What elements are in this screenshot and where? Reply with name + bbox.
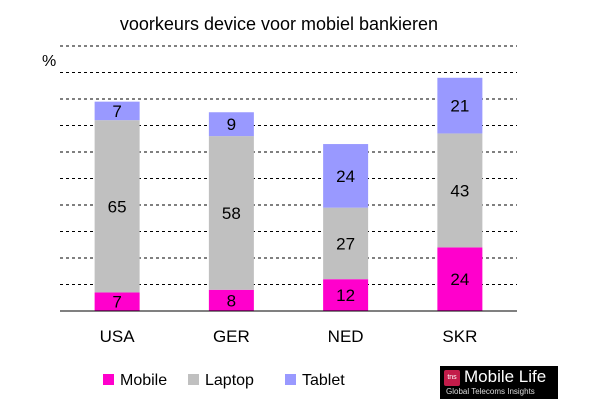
legend-label-tablet: Tablet <box>302 372 345 389</box>
legend-swatch-tablet <box>285 374 296 385</box>
logo-tagline: Global Telecoms Insights <box>446 387 535 396</box>
data-label: 12 <box>336 286 355 305</box>
x-tick-label: GER <box>213 327 250 346</box>
x-tick-label: SKR <box>442 327 477 346</box>
legend: Mobile Laptop Tablet <box>103 372 345 389</box>
bar-segment-tablet-ned <box>323 144 369 208</box>
data-label: 7 <box>112 293 121 312</box>
logo-name: Mobile Life <box>464 367 547 386</box>
bar-segment-tablet-ger <box>208 112 254 137</box>
bar-segment-mobile-usa <box>94 292 140 311</box>
y-axis-unit: % <box>42 53 56 70</box>
x-tick-labels: USA GER NED SKR <box>100 327 478 346</box>
x-tick-label: USA <box>100 327 136 346</box>
data-label: 27 <box>336 234 355 253</box>
mobile-life-logo: tns Mobile Life Global Telecoms Insights <box>440 366 558 399</box>
data-label: 65 <box>108 197 127 216</box>
legend-label-laptop: Laptop <box>205 372 254 389</box>
bar-segment-tablet-usa <box>94 101 140 121</box>
bar-segment-laptop-ger <box>208 136 254 290</box>
tns-badge: tns <box>444 370 460 386</box>
legend-swatch-mobile <box>103 374 114 385</box>
bar-segment-mobile-ger <box>208 289 254 311</box>
data-label: 9 <box>227 115 236 134</box>
data-label: 24 <box>336 167 355 186</box>
legend-label-mobile: Mobile <box>120 372 167 389</box>
bar-segment-laptop-ned <box>323 207 369 280</box>
data-label: 8 <box>227 291 236 310</box>
data-labels: 7 65 7 8 58 9 12 27 24 24 43 21 <box>108 97 470 312</box>
bars <box>94 77 483 311</box>
data-label: 7 <box>112 102 121 121</box>
data-label: 21 <box>450 97 469 116</box>
bar-segment-tablet-skr <box>437 77 483 134</box>
bar-segment-mobile-skr <box>437 247 483 311</box>
bar-segment-laptop-skr <box>437 133 483 248</box>
data-label: 58 <box>222 204 241 223</box>
bar-segment-mobile-ned <box>323 279 369 311</box>
bar-segment-laptop-usa <box>94 120 140 293</box>
x-tick-label: NED <box>328 327 364 346</box>
data-label: 43 <box>450 181 469 200</box>
data-label: 24 <box>450 270 469 289</box>
chart-title: voorkeurs device voor mobiel bankieren <box>120 14 438 34</box>
legend-swatch-laptop <box>188 374 199 385</box>
